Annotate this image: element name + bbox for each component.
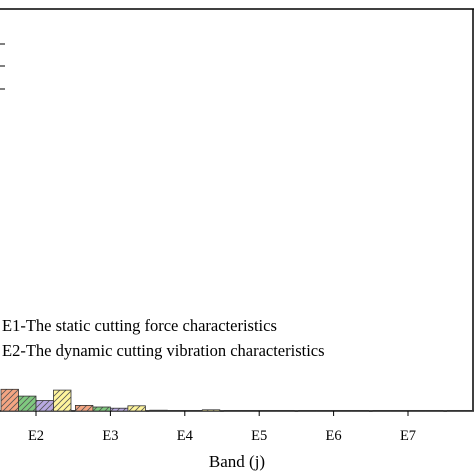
bar-e2-series-3: [35, 400, 54, 412]
bar-e4-series-2: [166, 409, 186, 412]
x-ticks: E2 E3 E4 E5 E6 E7: [28, 411, 416, 444]
bar-e5-series-3: [258, 409, 278, 412]
x-tick-label-e4: E4: [177, 428, 194, 444]
x-tick-label-e7: E7: [400, 428, 416, 444]
bar-e2-series-1: [0, 388, 19, 412]
bar-e7-series-4: [425, 409, 444, 412]
bar-e3-series-1: [75, 404, 94, 412]
x-tick-label-e5: E5: [251, 428, 267, 444]
bar-e4-series-4: [201, 409, 221, 412]
bar-e8-series-1: [446, 409, 466, 412]
annotation-e1: E1-The static cutting force characterist…: [2, 316, 277, 335]
bar-e3-series-2: [92, 406, 111, 412]
x-tick-label-e3: E3: [102, 428, 118, 444]
y-axis-ticks: [0, 43, 5, 90]
bar-e7-series-3: [407, 409, 426, 412]
bar-e5-series-2: [241, 409, 260, 412]
bars: [0, 388, 474, 412]
bar-e2-series-2: [18, 395, 37, 412]
bar-e5-series-1: [223, 409, 243, 412]
bar-e8-series-2: [464, 409, 474, 412]
bar-e6-series-2: [315, 409, 335, 412]
bar-e7-series-2: [390, 409, 409, 412]
x-axis-label: Band (j): [209, 452, 265, 471]
bar-e6-series-1: [298, 409, 317, 412]
bar-e4-series-3: [184, 409, 203, 412]
bar-e7-series-1: [372, 409, 391, 412]
bar-e4-series-1: [149, 409, 168, 412]
x-tick-label-e2: E2: [28, 428, 44, 444]
annotation-e2: E2-The dynamic cutting vibration charact…: [2, 341, 325, 360]
x-tick-label-e6: E6: [326, 428, 342, 444]
bar-e6-series-4: [350, 409, 370, 412]
bar-e6-series-3: [333, 409, 352, 412]
bar-e5-series-4: [276, 409, 295, 412]
bar-e3-series-4: [127, 405, 146, 412]
bar-e2-series-4: [53, 389, 72, 412]
bar-e3-series-3: [110, 407, 129, 412]
